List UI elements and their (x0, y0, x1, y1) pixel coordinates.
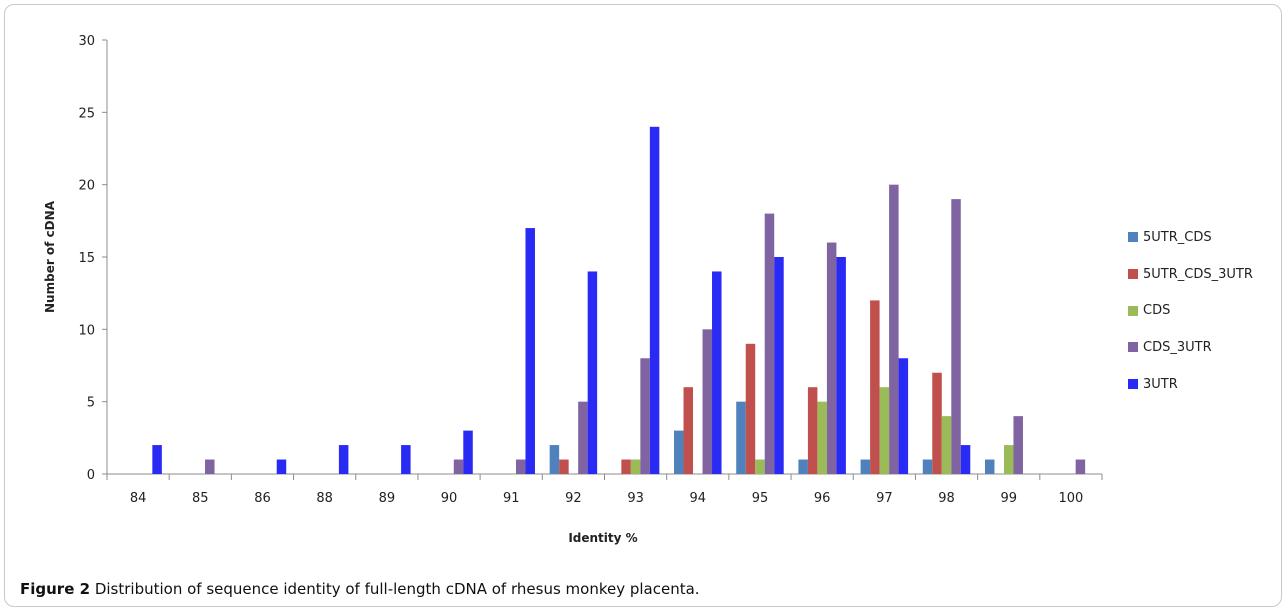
legend-swatch (1128, 305, 1138, 316)
y-tick-label: 25 (78, 106, 95, 121)
bar-3utr (587, 271, 598, 474)
bar-3utr (525, 228, 535, 474)
bar-cds-3utr (453, 459, 464, 474)
x-tick-label: 84 (130, 491, 147, 506)
x-tick-label: 86 (254, 491, 271, 506)
legend-label: CDS_3UTR (1143, 339, 1212, 355)
y-tick-labels: 0 5 10 15 20 25 30 (78, 34, 95, 483)
bar-chart: 0 5 10 15 20 25 30 84 85 86 88 89 90 91 92 93 94 95 96 97 9… (43, 34, 1103, 545)
legend-swatch (1128, 379, 1138, 390)
x-tick-label: 91 (503, 491, 520, 506)
x-tick-label: 89 (379, 491, 396, 506)
bar-cds (941, 416, 952, 474)
x-tick-label: 99 (1000, 491, 1017, 506)
figure-caption: Figure 2 Distribution of sequence identi… (20, 580, 700, 598)
bar-5utr-cds (798, 459, 808, 474)
chart-legend: 5UTR_CDS 5UTR_CDS_3UTR CDS CDS_3UTR 3UTR (1128, 219, 1253, 402)
legend-label: CDS (1143, 303, 1171, 319)
y-tick-label: 10 (78, 323, 95, 338)
bar-5utr-cds (674, 430, 684, 474)
legend-item: 5UTR_CDS_3UTR (1128, 256, 1253, 293)
bar-5utr-cds-3utr (745, 343, 756, 474)
bar-cds-3utr (1075, 459, 1086, 474)
bar-5utr-cds-3utr (870, 300, 880, 474)
bar-5utr-cds-3utr (559, 459, 569, 474)
x-tick-label: 95 (752, 491, 769, 506)
bar-cds-3utr (640, 358, 650, 474)
bar-cds-3utr (702, 329, 713, 474)
x-tick-label: 94 (690, 491, 707, 506)
x-tick-label: 100 (1058, 491, 1083, 506)
legend-swatch (1128, 232, 1138, 243)
y-tick-label: 0 (87, 468, 95, 483)
bar-3utr (960, 445, 971, 474)
bar-cds-3utr (205, 459, 215, 474)
bar-5utr-cds (984, 459, 995, 474)
bar-3utr (774, 257, 784, 474)
bar-3utr (338, 445, 349, 474)
legend-item: 3UTR (1128, 366, 1253, 403)
legend-label: 5UTR_CDS_3UTR (1143, 266, 1253, 282)
legend-label: 5UTR_CDS (1143, 229, 1212, 245)
bar-5utr-cds-3utr (807, 387, 818, 474)
bar-3utr (898, 358, 909, 474)
x-axis-title: Identity % (568, 531, 637, 545)
bar-cds (879, 387, 890, 474)
x-tick-labels: 84 85 86 88 89 90 91 92 93 94 95 96 97 98 99 100 (130, 491, 1084, 506)
bar-cds (1003, 445, 1014, 474)
legend-swatch (1128, 342, 1138, 353)
y-tick-label: 30 (78, 34, 95, 49)
bar-5utr-cds (860, 459, 871, 474)
bar-3utr (649, 126, 660, 475)
bar-cds (817, 401, 827, 474)
bar-cds-3utr (826, 242, 837, 474)
x-tick-label: 88 (316, 491, 333, 506)
x-tick-label: 98 (938, 491, 955, 506)
bar-5utr-cds (922, 459, 933, 474)
bar-3utr (463, 430, 473, 474)
y-tick-label: 20 (78, 179, 95, 194)
x-tick-label: 96 (814, 491, 831, 506)
bar-5utr-cds-3utr (683, 387, 694, 474)
x-tick-label: 92 (565, 491, 582, 506)
x-tick-label: 93 (627, 491, 644, 506)
y-tick-label: 5 (87, 396, 95, 411)
bar-cds-3utr (951, 199, 961, 474)
caption-label: Figure 2 (20, 580, 91, 598)
y-tick-label: 15 (78, 251, 95, 266)
bar-5utr-cds (549, 445, 560, 474)
bar-5utr-cds-3utr (621, 459, 631, 474)
bar-series (152, 126, 1086, 475)
legend-label: 3UTR (1143, 376, 1178, 392)
legend-swatch (1128, 269, 1138, 280)
bar-3utr (836, 257, 846, 474)
bar-cds-3utr (578, 401, 588, 474)
bar-cds (630, 459, 641, 474)
bar-3utr (276, 459, 287, 474)
bar-3utr (712, 271, 722, 474)
bar-cds-3utr (764, 213, 775, 474)
legend-item: CDS (1128, 292, 1253, 329)
x-tick-label: 97 (876, 491, 893, 506)
caption-text: Distribution of sequence identity of ful… (90, 580, 700, 598)
bar-cds-3utr (515, 459, 526, 474)
bar-5utr-cds-3utr (932, 372, 942, 474)
legend-item: CDS_3UTR (1128, 329, 1253, 366)
bar-5utr-cds (736, 401, 746, 474)
x-tick-label: 85 (192, 491, 209, 506)
bar-3utr (152, 445, 162, 474)
bar-cds-3utr (889, 184, 899, 474)
y-axis-title: Number of cDNA (43, 200, 57, 313)
figure-frame (4, 4, 1282, 607)
x-tick-label: 90 (441, 491, 458, 506)
bar-cds (755, 459, 765, 474)
bar-3utr (401, 445, 411, 474)
legend-item: 5UTR_CDS (1128, 219, 1253, 256)
bar-cds-3utr (1013, 416, 1023, 474)
